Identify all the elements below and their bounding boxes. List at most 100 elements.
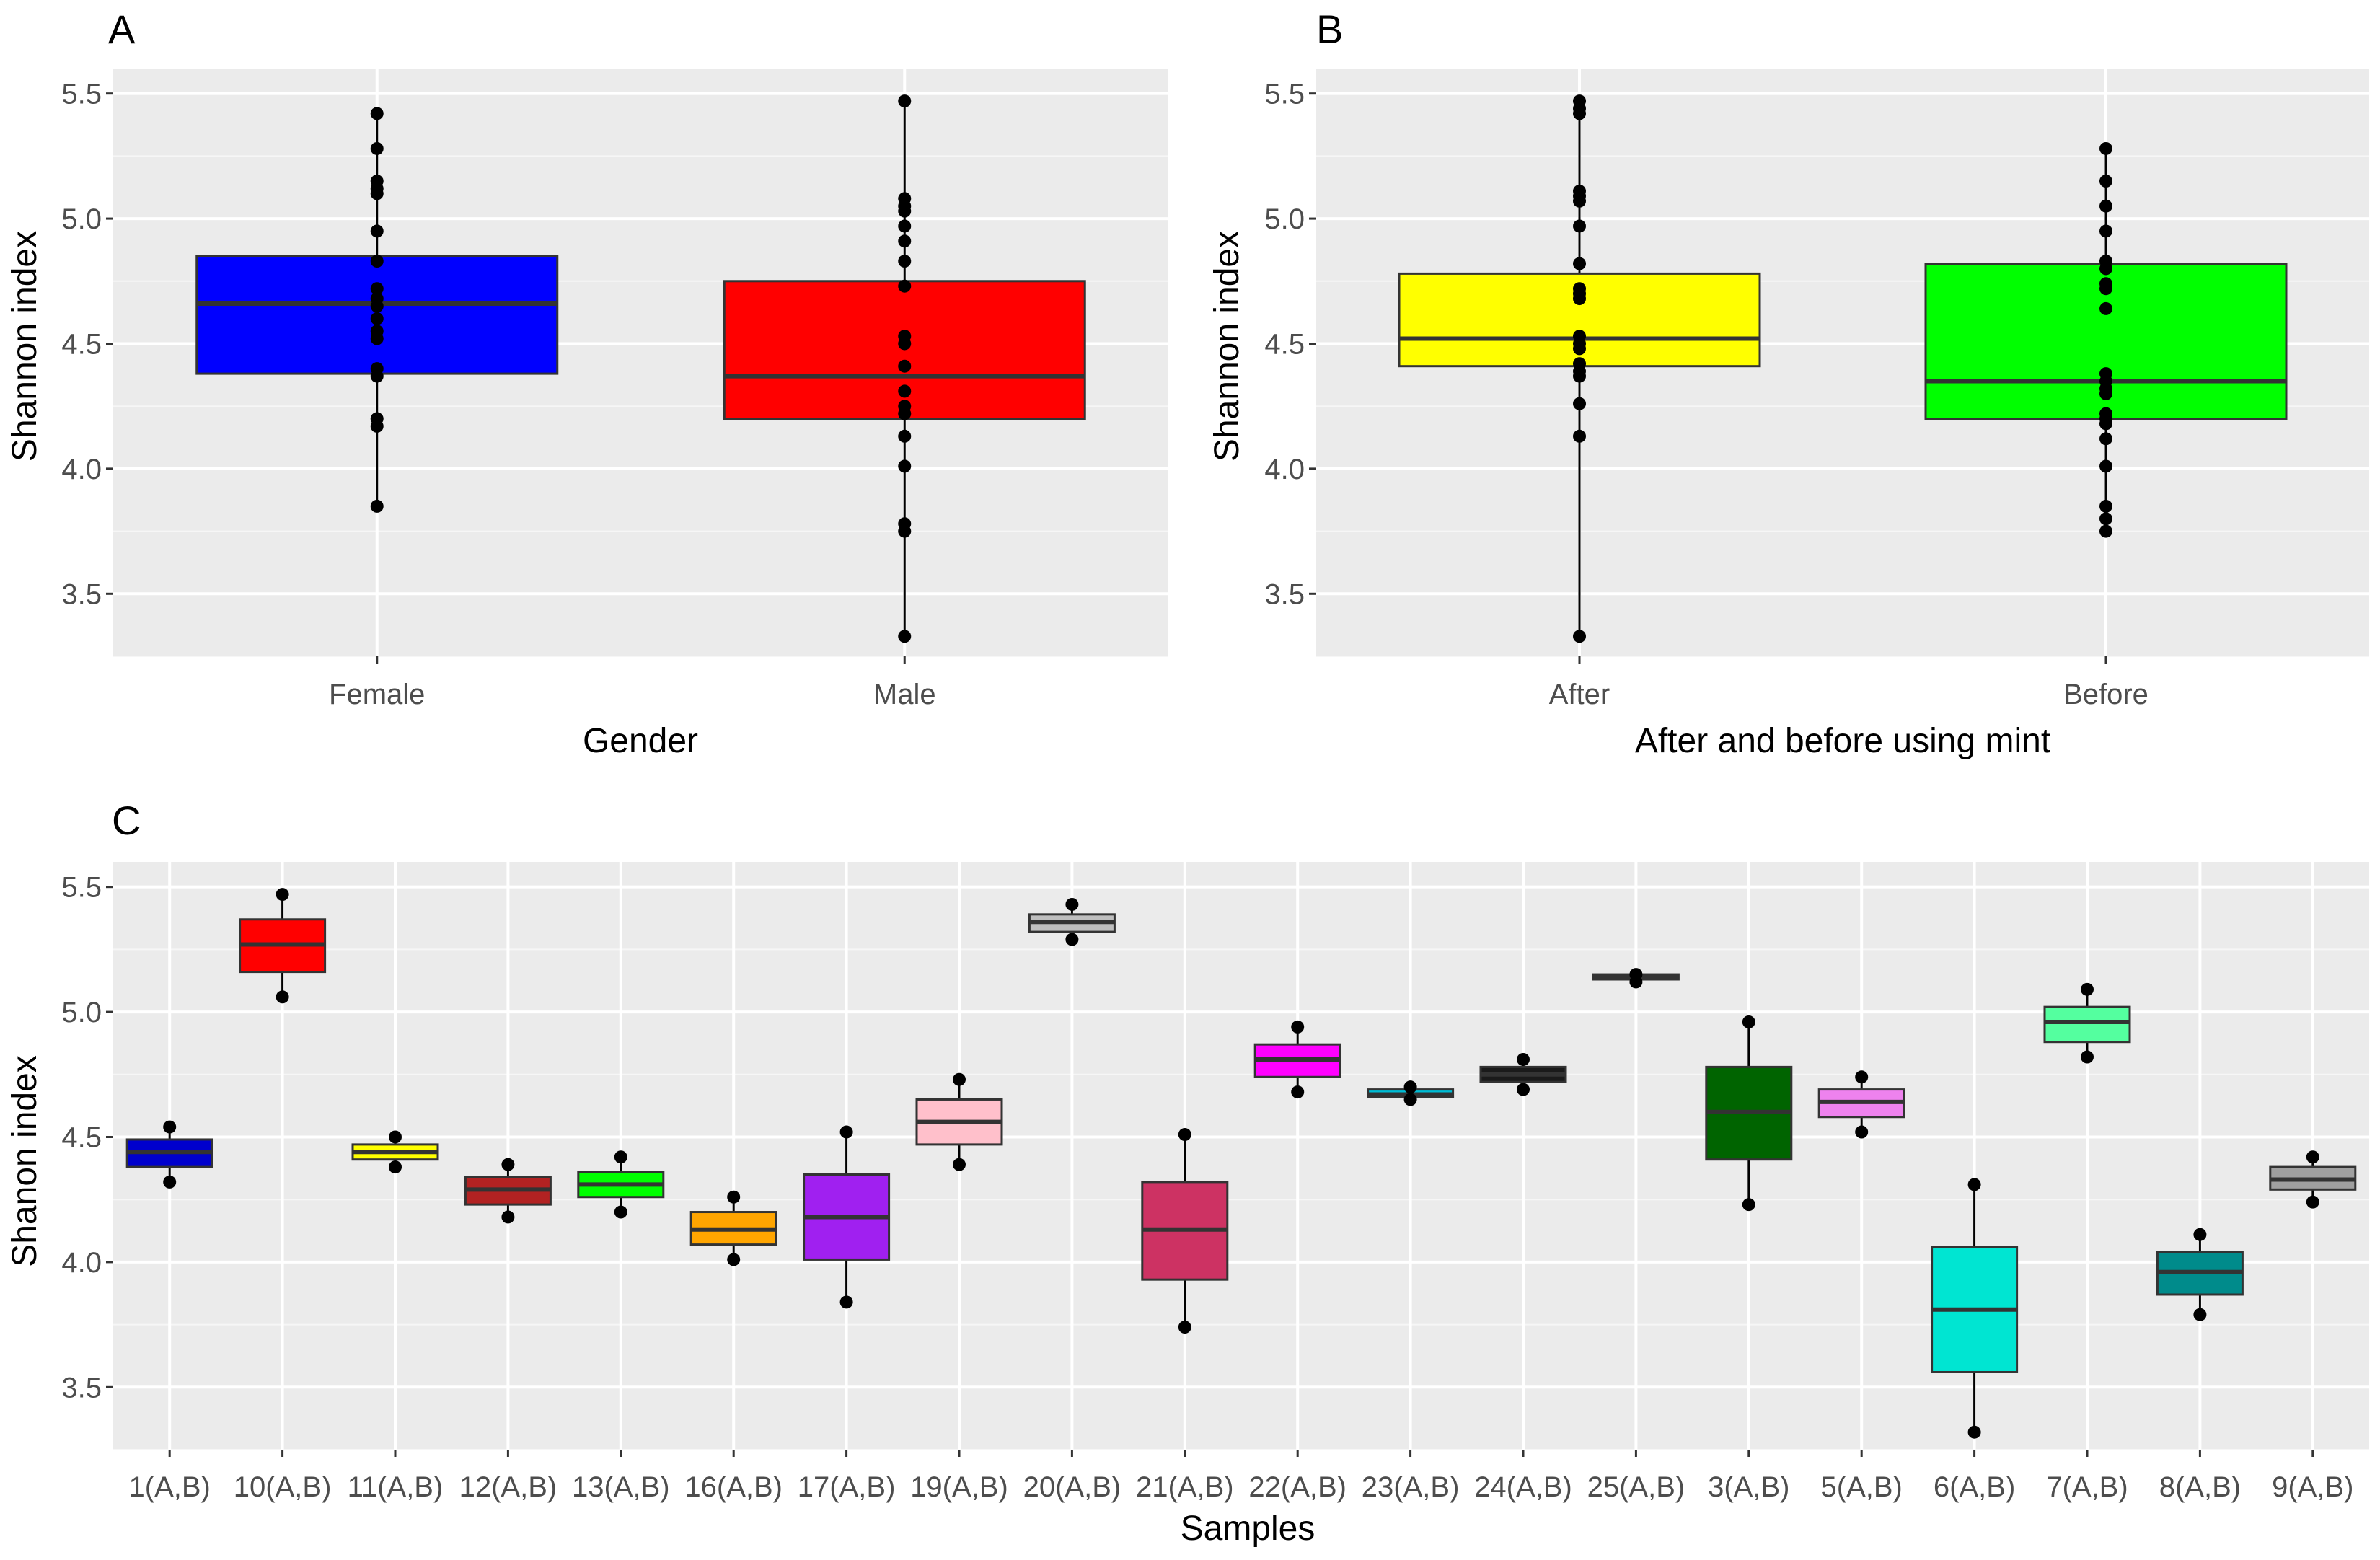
data-point [1573,107,1586,120]
data-point [2099,224,2112,238]
data-point [1855,1125,1869,1139]
data-point [727,1253,741,1266]
data-point [1629,975,1643,989]
panel-a-x-title: Gender [583,722,698,760]
panel-c-x-tick-label: 21(A,B) [1136,1471,1234,1503]
data-point [898,234,912,248]
data-point [898,359,912,373]
data-point [898,459,912,473]
data-point [370,187,384,200]
data-point [2099,432,2112,446]
panel-c-y-tick-label: 5.0 [61,997,102,1028]
panel-a-x-tick-label: Female [329,679,425,710]
data-point [2099,199,2112,213]
data-point [898,279,912,293]
data-point [501,1158,515,1171]
panel-c-x-tick-label: 5(A,B) [1821,1471,1903,1503]
data-point [898,429,912,443]
data-point [2099,141,2112,155]
panel-c-x-tick-label: 23(A,B) [1362,1471,1460,1503]
data-point [2081,982,2094,996]
box-13(A,B) [577,1150,665,1219]
data-point [1065,933,1079,946]
data-point [370,224,384,238]
data-point [1573,292,1586,306]
data-point [370,141,384,155]
panel-b-y-tick-label: 4.5 [1264,328,1305,360]
data-point [898,337,912,351]
panel-b-y-tick-label: 4.0 [1264,454,1305,485]
data-point [163,1175,177,1189]
panel-b-y-tick-label: 3.5 [1264,578,1305,610]
data-point [1573,429,1586,443]
data-point [2099,512,2112,526]
box-9(A,B) [2269,1150,2357,1209]
data-point [898,204,912,218]
panel-b-x-tick-label: Before [2063,679,2148,710]
panel-c-y-tick-label: 5.5 [61,872,102,904]
box-24(A,B) [1479,1052,1567,1096]
data-point [370,282,384,296]
panel-c-x-tick-label: 24(A,B) [1474,1471,1572,1503]
data-point [370,369,384,383]
data-point [2099,417,2112,431]
data-point [2306,1150,2319,1164]
box-17(A,B) [803,1125,891,1309]
panel-c-x-title: Samples [1181,1510,1315,1548]
box-23(A,B) [1367,1080,1455,1106]
data-point [1517,1083,1530,1096]
data-point [898,94,912,108]
data-point [1573,194,1586,208]
data-point [1967,1178,1981,1191]
box-19(A,B) [915,1072,1003,1171]
data-point [2099,524,2112,538]
data-point [1517,1052,1530,1066]
data-point [2193,1308,2207,1321]
data-point [2099,301,2112,315]
data-point [2099,459,2112,473]
data-point [370,299,384,313]
data-point [1573,219,1586,233]
data-point [953,1072,966,1086]
data-point [1403,1080,1417,1094]
data-point [370,312,384,325]
box-Female [195,107,559,513]
box-21(A,B) [1141,1128,1229,1334]
data-point [2099,262,2112,276]
panel-b-letter: B [1316,6,1343,52]
data-point [1291,1020,1305,1034]
data-point [1573,369,1586,383]
box-3(A,B) [1705,1015,1793,1212]
panel-b-x-title: After and before using mint [1635,722,2050,760]
data-point [1403,1093,1417,1106]
box-16(A,B) [689,1190,777,1266]
data-point [839,1295,853,1309]
box-7(A,B) [2043,982,2131,1064]
data-point [1855,1070,1869,1084]
data-point [839,1125,853,1139]
data-point [2099,387,2112,400]
box-25(A,B) [1592,968,1680,989]
panel-a-y-tick-label: 5.0 [61,203,102,235]
panel-c-x-tick-label: 7(A,B) [2046,1471,2128,1503]
panel-b-y-tick-label: 5.0 [1264,203,1305,235]
data-point [163,1120,177,1134]
data-point [1573,342,1586,356]
panel-b: B 3.5 4.0 4.5 5.0 5.5 After Before After and b… [1208,6,2369,760]
data-point [1967,1425,1981,1439]
panel-a-letter: A [108,6,136,52]
panel-c: C 3.5 4.0 4.5 5.0 5.5 1(A,B) 10(A,B) 11(A,B) 12(… [6,798,2369,1548]
data-point [953,1158,966,1171]
data-point [727,1190,741,1204]
data-point [1291,1085,1305,1099]
panel-c-x-tick-label: 11(A,B) [348,1471,444,1503]
panel-c-x-tick-label: 9(A,B) [2272,1471,2353,1503]
panel-c-x-tick-label: 3(A,B) [1708,1471,1789,1503]
panel-b-y-tick-label: 5.5 [1264,79,1305,110]
box-20(A,B) [1028,897,1116,946]
data-point [1742,1015,1755,1028]
box-10(A,B) [239,888,327,1004]
box-5(A,B) [1817,1070,1905,1139]
data-point [370,419,384,433]
